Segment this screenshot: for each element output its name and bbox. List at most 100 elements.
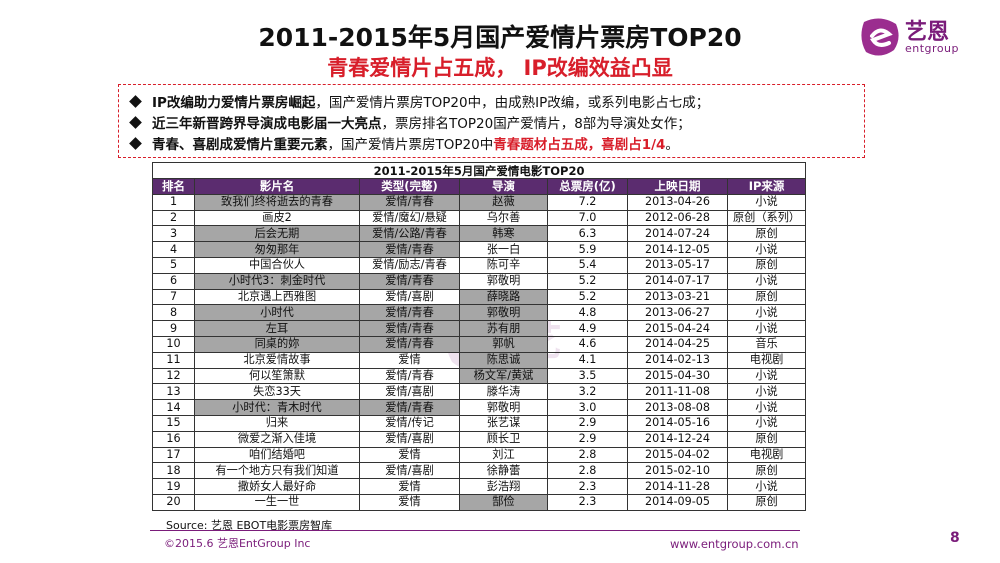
cell-release-date: 2013-05-17 — [627, 256, 728, 274]
table-row: 19 撒娇女人最好命 爱情 彭浩翔 2.3 2014-11-28 小说 — [152, 478, 807, 495]
cell-release-date: 2013-04-26 — [627, 193, 728, 211]
cell-box-office: 5.2 — [547, 272, 628, 290]
source-note: Source: 艺恩 EBOT电影票房智库 — [166, 519, 333, 532]
cell-rank: 7 — [152, 288, 195, 306]
footer-url[interactable]: www.entgroup.com.cn — [670, 537, 799, 551]
cell-box-office: 5.4 — [547, 256, 628, 274]
cell-release-date: 2014-02-13 — [627, 351, 728, 369]
cell-box-office: 2.9 — [547, 430, 628, 448]
cell-ip-source: 音乐 — [726, 335, 807, 353]
cell-ip-source: 原创 — [726, 256, 807, 274]
table-caption: 2011-2015年5月国产爱情电影TOP20 — [151, 162, 807, 179]
table-row: 18 有一个地方只有我们知道 爱情/喜剧 徐静蕾 2.8 2015-02-10 原创 — [152, 462, 807, 480]
footer-divider — [150, 530, 800, 531]
column-header-box-office: 总票房(亿) — [547, 178, 628, 195]
cell-genre: 爱情/青春 — [359, 367, 460, 385]
column-header-director: 导演 — [459, 178, 548, 195]
cell-rank: 19 — [152, 478, 195, 495]
cell-release-date: 2014-07-17 — [627, 272, 728, 290]
cell-box-office: 4.8 — [547, 304, 628, 322]
table-row: 3 后会无期 爱情/公路/青春 韩寒 6.3 2014-07-24 原创 — [152, 225, 807, 243]
table-row: 13 失恋33天 爱情/喜剧 滕华涛 3.2 2011-11-08 小说 — [152, 383, 807, 401]
cell-ip-source: 原创 — [726, 493, 807, 511]
cell-director: 陈思诚 — [459, 351, 548, 369]
cell-title: 有一个地方只有我们知道 — [194, 462, 360, 480]
cell-rank: 17 — [152, 446, 195, 464]
cell-title: 左耳 — [194, 320, 360, 337]
cell-box-office: 2.8 — [547, 446, 628, 464]
cell-rank: 3 — [152, 225, 195, 243]
cell-rank: 2 — [152, 209, 195, 227]
cell-box-office: 2.8 — [547, 462, 628, 480]
cell-release-date: 2015-04-24 — [627, 320, 728, 337]
cell-director: 张一白 — [459, 241, 548, 258]
cell-genre: 爱情/喜剧 — [359, 288, 460, 306]
cell-rank: 8 — [152, 304, 195, 322]
cell-ip-source: 原创 — [726, 430, 807, 448]
copyright: ©2015.6 艺恩EntGroup Inc — [164, 537, 311, 550]
page-number: 8 — [950, 530, 960, 546]
cell-director: 郜俭 — [459, 493, 548, 511]
cell-title: 小时代 — [194, 304, 360, 322]
cell-box-office: 7.2 — [547, 193, 628, 211]
cell-ip-source: 小说 — [726, 241, 807, 258]
table-header-row: 排名 影片名 类型(完整) 导演 总票房(亿) 上映日期 IP来源 — [152, 178, 807, 195]
page-title: 2011-2015年5月国产爱情片票房TOP20 — [258, 23, 742, 52]
cell-genre: 爱情 — [359, 478, 460, 495]
table-row: 9 左耳 爱情/青春 苏有朋 4.9 2015-04-24 小说 — [152, 320, 807, 337]
cell-rank: 6 — [152, 272, 195, 290]
cell-title: 小时代：青木时代 — [194, 399, 360, 416]
table-row: 10 同桌的妳 爱情/青春 郭帆 4.6 2014-04-25 音乐 — [152, 335, 807, 353]
cell-genre: 爱情 — [359, 351, 460, 369]
finding-text: ，票房排名TOP20国产爱情片，8部为导演处女作； — [381, 116, 691, 132]
cell-ip-source: 原创 — [726, 288, 807, 306]
cell-ip-source: 小说 — [726, 320, 807, 337]
cell-rank: 13 — [152, 383, 195, 401]
table-row: 12 何以笙箫默 爱情/青春 杨文军/黄斌 3.5 2015-04-30 小说 — [152, 367, 807, 385]
cell-title: 一生一世 — [194, 493, 360, 511]
cell-rank: 4 — [152, 241, 195, 258]
cell-ip-source: 电视剧 — [726, 446, 807, 464]
cell-title: 失恋33天 — [194, 383, 360, 401]
cell-ip-source: 小说 — [726, 399, 807, 416]
cell-genre: 爱情/青春 — [359, 304, 460, 322]
cell-title: 何以笙箫默 — [194, 367, 360, 385]
finding-item: IP改编助力爱情片票房崛起，国产爱情片票房TOP20中，由成熟IP改编，或系列电… — [129, 91, 709, 111]
diamond-bullet-icon — [129, 95, 142, 108]
table-row: 11 北京爱情故事 爱情 陈思诚 4.1 2014-02-13 电视剧 — [152, 351, 807, 369]
diamond-bullet-icon — [129, 116, 142, 129]
cell-director: 郭敬明 — [459, 399, 548, 416]
cell-title: 撒娇女人最好命 — [194, 478, 360, 495]
cell-director: 杨文军/黄斌 — [459, 367, 548, 385]
cell-title: 匆匆那年 — [194, 241, 360, 258]
column-header-rank: 排名 — [152, 178, 195, 195]
cell-box-office: 7.0 — [547, 209, 628, 227]
table-row: 16 微爱之渐入佳境 爱情/喜剧 顾长卫 2.9 2014-12-24 原创 — [152, 430, 807, 448]
entgroup-logo-icon — [861, 18, 899, 56]
cell-ip-source: 小说 — [726, 367, 807, 385]
cell-genre: 爱情/青春 — [359, 193, 460, 211]
box-office-table: 2011-2015年5月国产爱情电影TOP20 排名 影片名 类型(完整) 导演 总票房… — [151, 162, 807, 511]
cell-release-date: 2015-04-02 — [627, 446, 728, 464]
cell-rank: 1 — [152, 193, 195, 211]
cell-rank: 16 — [152, 430, 195, 448]
cell-director: 韩寒 — [459, 225, 548, 243]
cell-director: 乌尔善 — [459, 209, 548, 227]
cell-ip-source: 小说 — [726, 414, 807, 432]
cell-release-date: 2014-09-05 — [627, 493, 728, 511]
cell-director: 苏有朋 — [459, 320, 548, 337]
finding-bold: 青春、喜剧成爱情片重要元素 — [152, 137, 328, 153]
table-row: 1 致我们终将逝去的青春 爱情/青春 赵薇 7.2 2013-04-26 小说 — [152, 193, 807, 211]
logo-text-cn: 艺恩 — [905, 20, 950, 45]
cell-genre: 爱情/青春 — [359, 241, 460, 258]
cell-title: 微爱之渐入佳境 — [194, 430, 360, 448]
table-body: 1 致我们终将逝去的青春 爱情/青春 赵薇 7.2 2013-04-26 小说 2 画皮2 爱情/… — [152, 193, 807, 511]
cell-genre: 爱情 — [359, 446, 460, 464]
cell-box-office: 3.5 — [547, 367, 628, 385]
cell-release-date: 2015-04-30 — [627, 367, 728, 385]
cell-rank: 18 — [152, 462, 195, 480]
cell-ip-source: 小说 — [726, 478, 807, 495]
table-row: 8 小时代 爱情/青春 郭敬明 4.8 2013-06-27 小说 — [152, 304, 807, 322]
cell-genre: 爱情/青春 — [359, 335, 460, 353]
cell-title: 后会无期 — [194, 225, 360, 243]
